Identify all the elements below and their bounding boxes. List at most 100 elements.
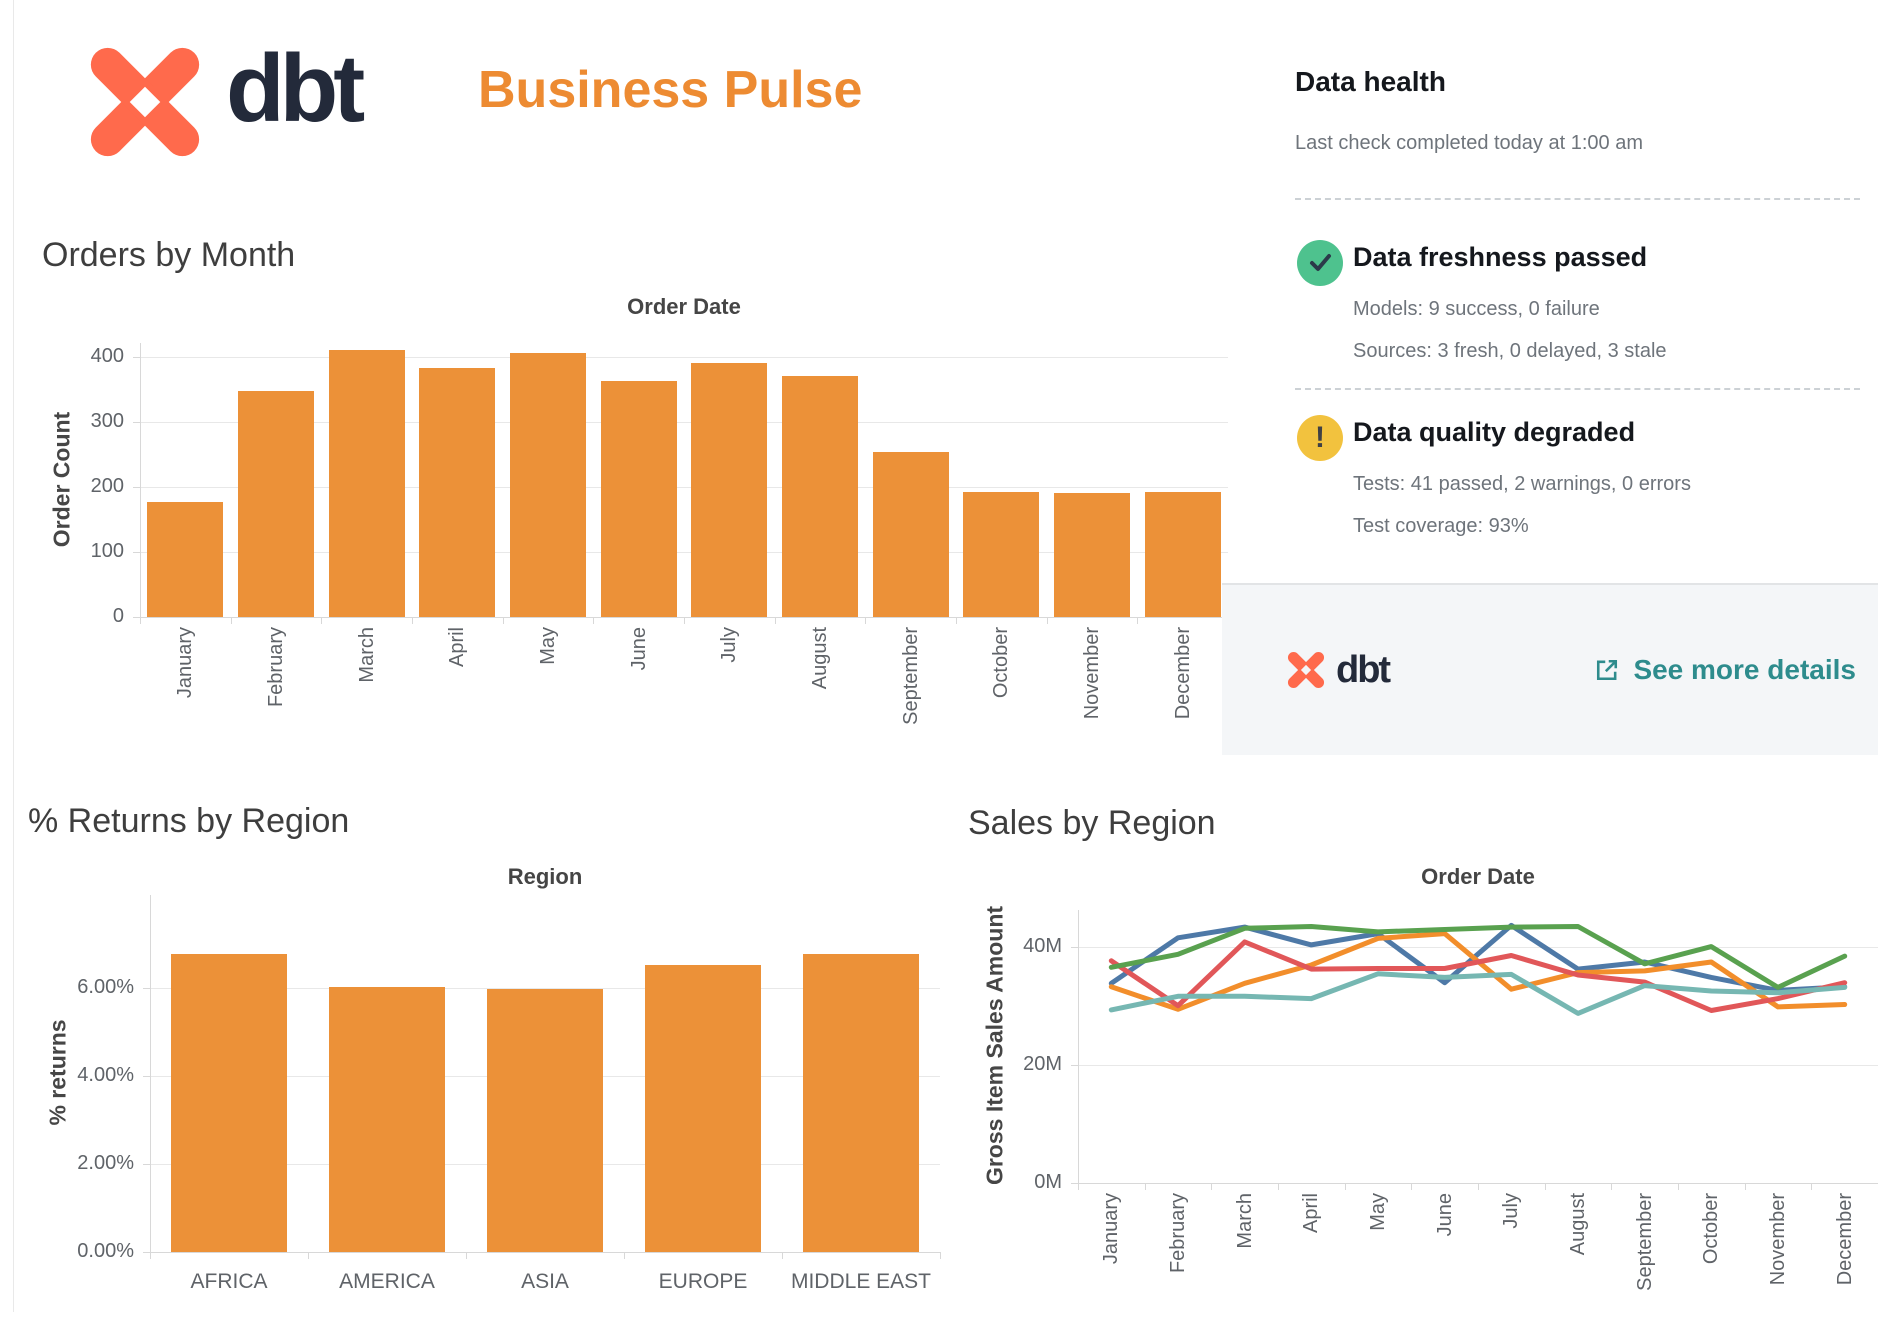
gridline [150, 987, 940, 989]
freshness-status-title: Data freshness passed [1353, 242, 1648, 272]
y-tick-mark [143, 1075, 150, 1077]
gridline [140, 421, 1228, 423]
dbt-logo-icon [1286, 650, 1326, 690]
x-axis-label: August [1567, 1193, 1589, 1256]
bar-asia[interactable] [486, 988, 604, 1252]
bar-europe[interactable] [644, 965, 762, 1252]
bar-july[interactable] [691, 362, 768, 617]
y-tick-label: 300 [90, 409, 124, 432]
x-tick-mark [308, 1252, 309, 1259]
sales-line-chart-plot: 0M 20M 40M January February March April May June… [1023, 910, 1878, 1291]
external-link-icon [1593, 656, 1621, 684]
x-tick-mark [1744, 1183, 1746, 1190]
x-axis-label: December [1171, 627, 1194, 720]
x-axis-label: July [718, 627, 741, 663]
quality-status-title: Data quality degraded [1353, 417, 1636, 447]
x-axis-label: December [1833, 1193, 1856, 1286]
orders-bar-chart-plot: 0 100 200 300 400 January February March April Ma… [91, 343, 1229, 725]
freshness-models-line: Models: 9 success, 0 failure [1353, 298, 1600, 320]
x-tick-mark [940, 1252, 941, 1259]
x-axis-label: ASIA [521, 1270, 569, 1293]
quality-tests-line: Tests: 41 passed, 2 warnings, 0 errors [1353, 473, 1691, 495]
bar-may[interactable] [509, 352, 587, 617]
returns-section-title: % Returns by Region [28, 802, 350, 840]
x-axis-label: May [1367, 1193, 1389, 1231]
y-tick-mark [133, 356, 140, 358]
bar-december[interactable] [1144, 492, 1221, 617]
data-health-last-check: Last check completed today at 1:00 am [1295, 132, 1643, 154]
y-tick-mark [1071, 1183, 1078, 1184]
y-tick-label: 20M [1023, 1052, 1062, 1075]
warning-icon: ! [1297, 415, 1343, 461]
y-tick-label: 40M [1023, 934, 1062, 957]
x-axis-label: October [990, 627, 1013, 699]
y-axis-line [150, 895, 151, 1252]
x-tick-mark [1078, 1183, 1079, 1190]
x-tick-mark [1811, 1183, 1813, 1190]
dashed-divider [1295, 388, 1860, 390]
bar-africa[interactable] [170, 954, 288, 1252]
y-tick-label: 200 [90, 474, 124, 497]
dbt-footer-wordmark: dbt [1336, 648, 1391, 691]
y-tick-mark [133, 486, 140, 488]
y-tick-label: 0M [1034, 1171, 1062, 1193]
gridline [140, 551, 1228, 553]
line-series-green[interactable] [1108, 924, 1848, 990]
dashed-divider [1295, 198, 1860, 200]
see-more-details-link[interactable]: See more details [1593, 654, 1856, 686]
y-tick-mark [1071, 946, 1078, 948]
bar-august[interactable] [781, 376, 859, 617]
y-tick-label: 0 [112, 605, 124, 627]
x-tick-mark [593, 617, 595, 624]
data-health-panel: Data health Last check completed today a… [1295, 66, 1865, 566]
gridline [1078, 1064, 1878, 1066]
bar-march[interactable] [328, 350, 405, 617]
x-axis-label: May [537, 627, 559, 665]
bar-april[interactable] [419, 367, 496, 617]
bar-february[interactable] [237, 391, 315, 617]
line-series-blue[interactable] [1108, 922, 1848, 993]
x-axis-label: October [1700, 1193, 1723, 1265]
line-series-red[interactable] [1108, 939, 1848, 1013]
y-tick-label: 400 [90, 344, 124, 367]
see-more-details-label: See more details [1633, 654, 1856, 685]
gridline [140, 486, 1228, 488]
bar-america[interactable] [328, 986, 446, 1252]
y-axis-line [140, 343, 141, 617]
dbt-logo-icon [85, 42, 205, 162]
bar-june[interactable] [600, 381, 677, 617]
y-tick-label: 2.00% [77, 1151, 134, 1174]
line-series-teal[interactable] [1108, 971, 1848, 1016]
y-tick-mark [143, 1252, 150, 1253]
x-axis-label: EUROPE [658, 1270, 748, 1293]
bar-november[interactable] [1053, 492, 1131, 617]
bar-september[interactable] [872, 452, 949, 617]
data-health-footer: dbt See more details [1222, 583, 1878, 755]
x-tick-mark [1544, 1183, 1546, 1190]
x-axis-label: AFRICA [190, 1270, 268, 1293]
check-icon [1297, 240, 1343, 286]
window-edge-divider [13, 0, 14, 1312]
y-tick-label: 0.00% [77, 1240, 134, 1262]
x-tick-mark [1678, 1183, 1679, 1190]
x-tick-mark [150, 1252, 151, 1259]
x-tick-mark [774, 617, 776, 624]
x-axis-label: January [1100, 1193, 1123, 1265]
x-axis-label: June [627, 627, 650, 671]
bar-october[interactable] [963, 492, 1040, 617]
x-axis-label: MIDDLE EAST [790, 1270, 932, 1293]
x-tick-mark [1611, 1183, 1613, 1190]
dbt-wordmark: dbt [226, 35, 365, 142]
bar-january[interactable] [147, 502, 224, 617]
y-tick-label: 100 [90, 539, 124, 562]
gridline [1078, 946, 1878, 948]
x-tick-mark [140, 617, 141, 624]
sales-chart-title: Order Date [1421, 864, 1535, 889]
orders-chart-title: Order Date [627, 294, 741, 319]
x-tick-mark [1137, 617, 1139, 624]
bar-middle-east[interactable] [802, 954, 920, 1252]
x-tick-mark [624, 1252, 625, 1259]
x-tick-mark [1046, 617, 1048, 624]
quality-coverage-line: Test coverage: 93% [1353, 515, 1529, 537]
